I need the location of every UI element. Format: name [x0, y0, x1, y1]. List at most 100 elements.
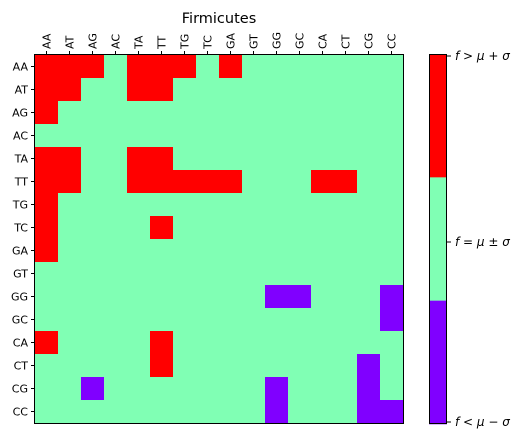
- heatmap-cell-AC-GA: [219, 124, 243, 148]
- heatmap-cell-CG-TA: [127, 377, 151, 401]
- colorbar-segment-below: [429, 300, 447, 425]
- x-tick-label: AG: [87, 33, 100, 49]
- y-tick-label: GG: [11, 291, 28, 304]
- x-tick-label: GA: [225, 32, 238, 49]
- heatmap-cell-AC-TG: [173, 124, 197, 148]
- heatmap-cell-GT-GG: [265, 262, 289, 286]
- heatmap-cell-CT-AC: [104, 354, 128, 378]
- heatmap-cell-GG-TG: [173, 285, 197, 309]
- heatmap-cell-GC-GA: [219, 308, 243, 332]
- heatmap-cell-GC-TC: [196, 308, 220, 332]
- heatmap-cell-GG-AT: [58, 285, 82, 309]
- heatmap-cell-CC-GA: [219, 400, 243, 424]
- colorbar: f > μ + σ f = μ ± σ f < μ − σ: [429, 49, 510, 429]
- heatmap-cell-TT-CC: [380, 170, 404, 194]
- heatmap-cell-AG-TG: [173, 101, 197, 125]
- colorbar-label-below: f < μ − σ: [455, 415, 510, 429]
- heatmap-cell-CC-CA: [311, 400, 335, 424]
- heatmap-cell-TC-CC: [380, 216, 404, 240]
- heatmap-cell-TG-GC: [288, 193, 312, 217]
- heatmap-cell-GT-TA: [127, 262, 151, 286]
- x-tick-label: AC: [110, 34, 123, 49]
- heatmap-cell-GT-GA: [219, 262, 243, 286]
- y-tick-label: TA: [14, 153, 29, 166]
- heatmap-cell-CC-AG: [81, 400, 105, 424]
- heatmap-cell-CC-TT: [150, 400, 174, 424]
- heatmap-cell-CT-GG: [265, 354, 289, 378]
- colorbar-segment-within: [429, 177, 447, 301]
- x-tick-label: AA: [41, 33, 54, 49]
- heatmap-cell-TA-TT: [150, 147, 174, 171]
- x-tick-label: TG: [179, 34, 192, 50]
- heatmap-cell-TT-CT: [334, 170, 358, 194]
- heatmap-cell-AC-AA: [35, 124, 59, 148]
- heatmap-cell-AA-GG: [265, 55, 289, 79]
- heatmap-cell-GA-GT: [242, 239, 266, 263]
- heatmap-cell-CC-GC: [288, 400, 312, 424]
- heatmap-cell-TC-TA: [127, 216, 151, 240]
- heatmap-cell-AT-AG: [81, 78, 105, 102]
- heatmap-cell-GA-CT: [334, 239, 358, 263]
- heatmap-cell-GT-TG: [173, 262, 197, 286]
- heatmap-cell-TG-CG: [357, 193, 381, 217]
- heatmap-cell-AA-AC: [104, 55, 128, 79]
- heatmap-cell-TC-AC: [104, 216, 128, 240]
- heatmap-cell-AC-GG: [265, 124, 289, 148]
- heatmap-cell-CC-GG: [265, 400, 289, 424]
- heatmap-cell-CG-CA: [311, 377, 335, 401]
- heatmap-cell-AT-CG: [357, 78, 381, 102]
- heatmap-cell-GA-TA: [127, 239, 151, 263]
- heatmap-cell-TG-CC: [380, 193, 404, 217]
- heatmap-cell-AC-AC: [104, 124, 128, 148]
- heatmap-cell-TC-CA: [311, 216, 335, 240]
- heatmap-cell-CA-TA: [127, 331, 151, 355]
- heatmap-cell-CA-TT: [150, 331, 174, 355]
- heatmap-cell-GG-GA: [219, 285, 243, 309]
- y-tick-label: TC: [13, 222, 28, 235]
- heatmap-cell-CT-TT: [150, 354, 174, 378]
- heatmap-cell-AG-TT: [150, 101, 174, 125]
- heatmap-cell-AC-AG: [81, 124, 105, 148]
- heatmap-cell-TT-GG: [265, 170, 289, 194]
- heatmap-cell-GC-CA: [311, 308, 335, 332]
- heatmap-cell-AT-GA: [219, 78, 243, 102]
- x-tick-label: TC: [202, 35, 215, 50]
- heatmap-cell-AT-AC: [104, 78, 128, 102]
- heatmap-cell-AA-GC: [288, 55, 312, 79]
- heatmap-cell-TG-CT: [334, 193, 358, 217]
- y-tick-label: CA: [13, 337, 29, 350]
- heatmap-cell-CG-CG: [357, 377, 381, 401]
- heatmap-cell-GA-GG: [265, 239, 289, 263]
- heatmap-cell-CT-GC: [288, 354, 312, 378]
- heatmap-cell-GT-CC: [380, 262, 404, 286]
- colorbar-segment-above: [429, 54, 447, 178]
- y-tick-label: AC: [13, 130, 28, 143]
- heatmap-cell-CC-TC: [196, 400, 220, 424]
- heatmap-cell-AA-CA: [311, 55, 335, 79]
- heatmap-cell-AG-AC: [104, 101, 128, 125]
- heatmap-cell-AT-CA: [311, 78, 335, 102]
- heatmap-cell-TA-CG: [357, 147, 381, 171]
- heatmap-cell-AG-GG: [265, 101, 289, 125]
- heatmap-cell-GC-CT: [334, 308, 358, 332]
- heatmap-cell-TC-GG: [265, 216, 289, 240]
- heatmap-cell-GC-GC: [288, 308, 312, 332]
- heatmap-cell-GC-CC: [380, 308, 404, 332]
- y-tick-label: GT: [13, 268, 28, 281]
- heatmap-cell-TC-TG: [173, 216, 197, 240]
- heatmap-cell-TC-GC: [288, 216, 312, 240]
- x-tick-label: TT: [156, 35, 169, 50]
- heatmap-cell-GT-TC: [196, 262, 220, 286]
- heatmap-cell-CA-CT: [334, 331, 358, 355]
- heatmap-cell-GC-TA: [127, 308, 151, 332]
- heatmap-cell-GG-AG: [81, 285, 105, 309]
- heatmap-cell-GG-GC: [288, 285, 312, 309]
- heatmap-cell-AC-TT: [150, 124, 174, 148]
- heatmap-cell-GG-GT: [242, 285, 266, 309]
- heatmap-cell-AG-AG: [81, 101, 105, 125]
- heatmap-cell-AG-CG: [357, 101, 381, 125]
- heatmap-cell-AA-TC: [196, 55, 220, 79]
- heatmap-cell-GT-AG: [81, 262, 105, 286]
- heatmap-cell-GG-GG: [265, 285, 289, 309]
- heatmap-cell-AG-CC: [380, 101, 404, 125]
